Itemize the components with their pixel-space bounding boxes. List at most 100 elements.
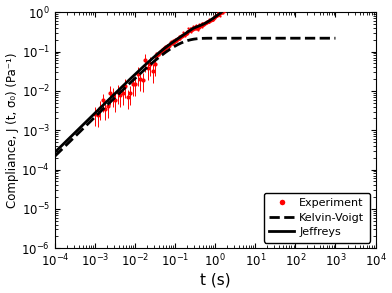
Point bbox=[174, 36, 180, 41]
Point bbox=[214, 13, 220, 18]
Point bbox=[187, 29, 193, 33]
Point bbox=[176, 37, 182, 41]
Point bbox=[201, 21, 207, 25]
Point bbox=[180, 33, 186, 38]
Point bbox=[153, 53, 160, 57]
Point bbox=[158, 48, 164, 53]
Point bbox=[209, 17, 215, 22]
Point bbox=[186, 28, 192, 33]
Point bbox=[183, 31, 189, 35]
Point bbox=[198, 23, 204, 28]
Point bbox=[218, 8, 225, 13]
Point bbox=[167, 42, 173, 46]
Point bbox=[223, 6, 229, 11]
Point bbox=[220, 8, 226, 12]
Point bbox=[178, 33, 184, 37]
Point bbox=[197, 23, 203, 28]
Point bbox=[182, 30, 188, 35]
Point bbox=[204, 19, 210, 24]
Point bbox=[194, 24, 200, 29]
Point bbox=[161, 49, 167, 54]
Point bbox=[153, 51, 159, 56]
Point bbox=[175, 36, 181, 40]
Point bbox=[153, 53, 159, 58]
Point bbox=[176, 36, 183, 41]
Point bbox=[189, 26, 196, 31]
Point bbox=[228, 3, 234, 8]
Point bbox=[161, 46, 167, 51]
Point bbox=[203, 20, 210, 25]
Point bbox=[155, 51, 161, 55]
Point bbox=[168, 41, 174, 46]
Point bbox=[155, 51, 162, 56]
Point bbox=[210, 17, 216, 22]
Point bbox=[167, 42, 173, 46]
Point bbox=[197, 24, 203, 29]
Point bbox=[171, 40, 178, 45]
Point bbox=[231, 0, 238, 3]
Point bbox=[158, 47, 164, 52]
Point bbox=[195, 28, 201, 32]
Point bbox=[205, 19, 212, 24]
Point bbox=[197, 23, 203, 28]
Point bbox=[227, 4, 234, 8]
Point bbox=[175, 37, 181, 42]
Point bbox=[226, 4, 232, 8]
Point bbox=[170, 37, 176, 42]
Point bbox=[214, 13, 220, 18]
Point bbox=[202, 22, 208, 26]
Point bbox=[196, 23, 202, 28]
Point bbox=[218, 11, 224, 16]
Point bbox=[199, 24, 205, 29]
Point bbox=[178, 34, 184, 38]
Point bbox=[172, 37, 178, 41]
Point bbox=[223, 4, 230, 8]
Point bbox=[203, 20, 209, 24]
Point bbox=[227, 3, 233, 8]
Point bbox=[207, 19, 214, 23]
Point bbox=[176, 37, 182, 41]
Point bbox=[219, 8, 225, 12]
Point bbox=[216, 12, 222, 17]
Point bbox=[164, 45, 171, 49]
Point bbox=[229, 1, 235, 6]
Point bbox=[182, 33, 189, 37]
Point bbox=[159, 49, 165, 54]
Point bbox=[232, 0, 238, 3]
Point bbox=[225, 4, 231, 9]
Point bbox=[160, 47, 166, 52]
Point bbox=[187, 25, 194, 30]
Point bbox=[187, 30, 194, 34]
Point bbox=[198, 21, 205, 26]
Point bbox=[156, 49, 162, 54]
Point bbox=[155, 51, 162, 56]
Point bbox=[168, 40, 174, 45]
Point bbox=[220, 10, 226, 15]
Point bbox=[213, 14, 219, 19]
Point bbox=[207, 18, 213, 22]
Point bbox=[214, 14, 220, 18]
Point bbox=[178, 35, 185, 40]
Point bbox=[154, 51, 161, 56]
Point bbox=[230, 0, 237, 5]
Point bbox=[192, 26, 198, 30]
Point bbox=[189, 28, 195, 32]
Point bbox=[214, 14, 220, 19]
Point bbox=[162, 46, 169, 50]
Point bbox=[182, 31, 189, 36]
Point bbox=[178, 34, 185, 39]
Point bbox=[235, 0, 241, 1]
Point bbox=[230, 1, 236, 6]
Point bbox=[163, 44, 169, 48]
Point bbox=[181, 31, 187, 36]
Point bbox=[195, 25, 201, 30]
Point bbox=[189, 26, 195, 31]
Point bbox=[183, 30, 190, 35]
Point bbox=[177, 34, 183, 38]
Point bbox=[215, 11, 221, 16]
Point bbox=[169, 42, 175, 46]
Point bbox=[193, 24, 199, 29]
Point bbox=[201, 21, 208, 25]
Point bbox=[224, 4, 230, 9]
Point bbox=[183, 32, 190, 36]
